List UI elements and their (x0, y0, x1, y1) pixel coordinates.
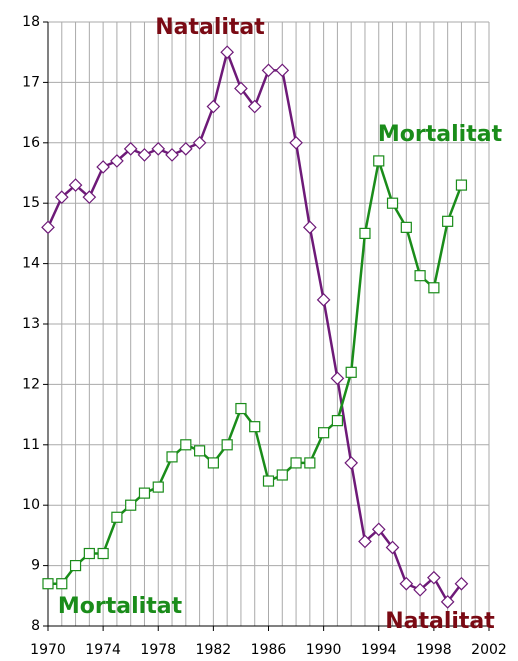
x-tick-label: 1994 (361, 642, 397, 658)
marker (318, 427, 330, 439)
y-tick-label: 14 (22, 256, 40, 272)
x-tick-label: 1970 (30, 642, 66, 658)
marker (400, 221, 412, 233)
marker (261, 63, 276, 78)
y-tick-label: 11 (22, 437, 40, 453)
y-tick-label: 9 (31, 558, 40, 574)
x-tick-label: 1986 (251, 642, 287, 658)
marker (247, 99, 262, 114)
marker (371, 522, 386, 537)
x-tick-label: 1978 (140, 642, 176, 658)
marker (152, 481, 164, 493)
annotation: Natalitat (385, 609, 495, 634)
marker (373, 155, 385, 167)
marker (262, 475, 275, 487)
marker (344, 456, 359, 470)
marker (249, 421, 261, 433)
marker (399, 576, 414, 591)
marker (125, 499, 137, 511)
marker (82, 190, 97, 205)
marker (359, 227, 371, 239)
marker (358, 534, 372, 549)
marker (68, 178, 83, 192)
x-tick-label: 1990 (306, 642, 342, 658)
marker (234, 81, 248, 96)
marker (138, 487, 151, 499)
marker (180, 439, 192, 451)
marker (331, 415, 344, 427)
marker (110, 154, 124, 168)
marker (178, 141, 193, 156)
marker (290, 457, 302, 469)
marker (166, 451, 178, 463)
y-tick-label: 13 (22, 316, 40, 332)
marker (414, 270, 426, 282)
marker (221, 439, 233, 451)
marker (345, 366, 357, 378)
marker (206, 99, 221, 114)
marker (83, 547, 95, 560)
marker (385, 540, 400, 555)
marker (207, 457, 219, 469)
marker (302, 220, 317, 235)
y-tick-label: 10 (22, 497, 40, 513)
marker (220, 45, 235, 60)
marker (123, 141, 138, 156)
x-tick-label: 2002 (471, 642, 507, 658)
y-tick-label: 16 (22, 135, 40, 151)
marker (275, 63, 290, 78)
marker (42, 578, 54, 590)
annotation: Mortalitat (378, 122, 503, 147)
marker (193, 445, 206, 457)
y-tick-label: 8 (31, 618, 40, 634)
x-tick-label: 1998 (416, 642, 452, 658)
marker (96, 160, 110, 174)
marker (192, 135, 207, 150)
marker (137, 148, 152, 162)
y-tick-label: 12 (22, 376, 40, 392)
marker (304, 457, 316, 469)
marker (111, 511, 123, 523)
marker (54, 190, 69, 205)
marker (427, 570, 441, 585)
marker (151, 141, 166, 156)
marker (386, 197, 399, 209)
marker (455, 179, 468, 191)
marker (440, 594, 455, 609)
marker (316, 292, 331, 307)
y-tick-label: 17 (22, 74, 40, 90)
marker (330, 371, 345, 386)
marker (442, 215, 454, 227)
y-tick-label: 18 (22, 14, 40, 30)
annotation: Natalitat (155, 15, 265, 40)
marker (69, 559, 82, 572)
x-tick-label: 1974 (85, 642, 121, 658)
marker (289, 135, 303, 150)
marker (454, 576, 469, 591)
marker (41, 220, 55, 235)
marker (56, 578, 68, 590)
marker (165, 148, 179, 162)
marker (235, 402, 247, 415)
x-tick-label: 1982 (196, 642, 232, 658)
marker (413, 582, 427, 597)
y-tick-label: 15 (22, 195, 40, 211)
marker (276, 469, 288, 481)
annotation: Mortalitat (58, 594, 183, 619)
marker (428, 282, 440, 294)
marker (97, 547, 109, 560)
